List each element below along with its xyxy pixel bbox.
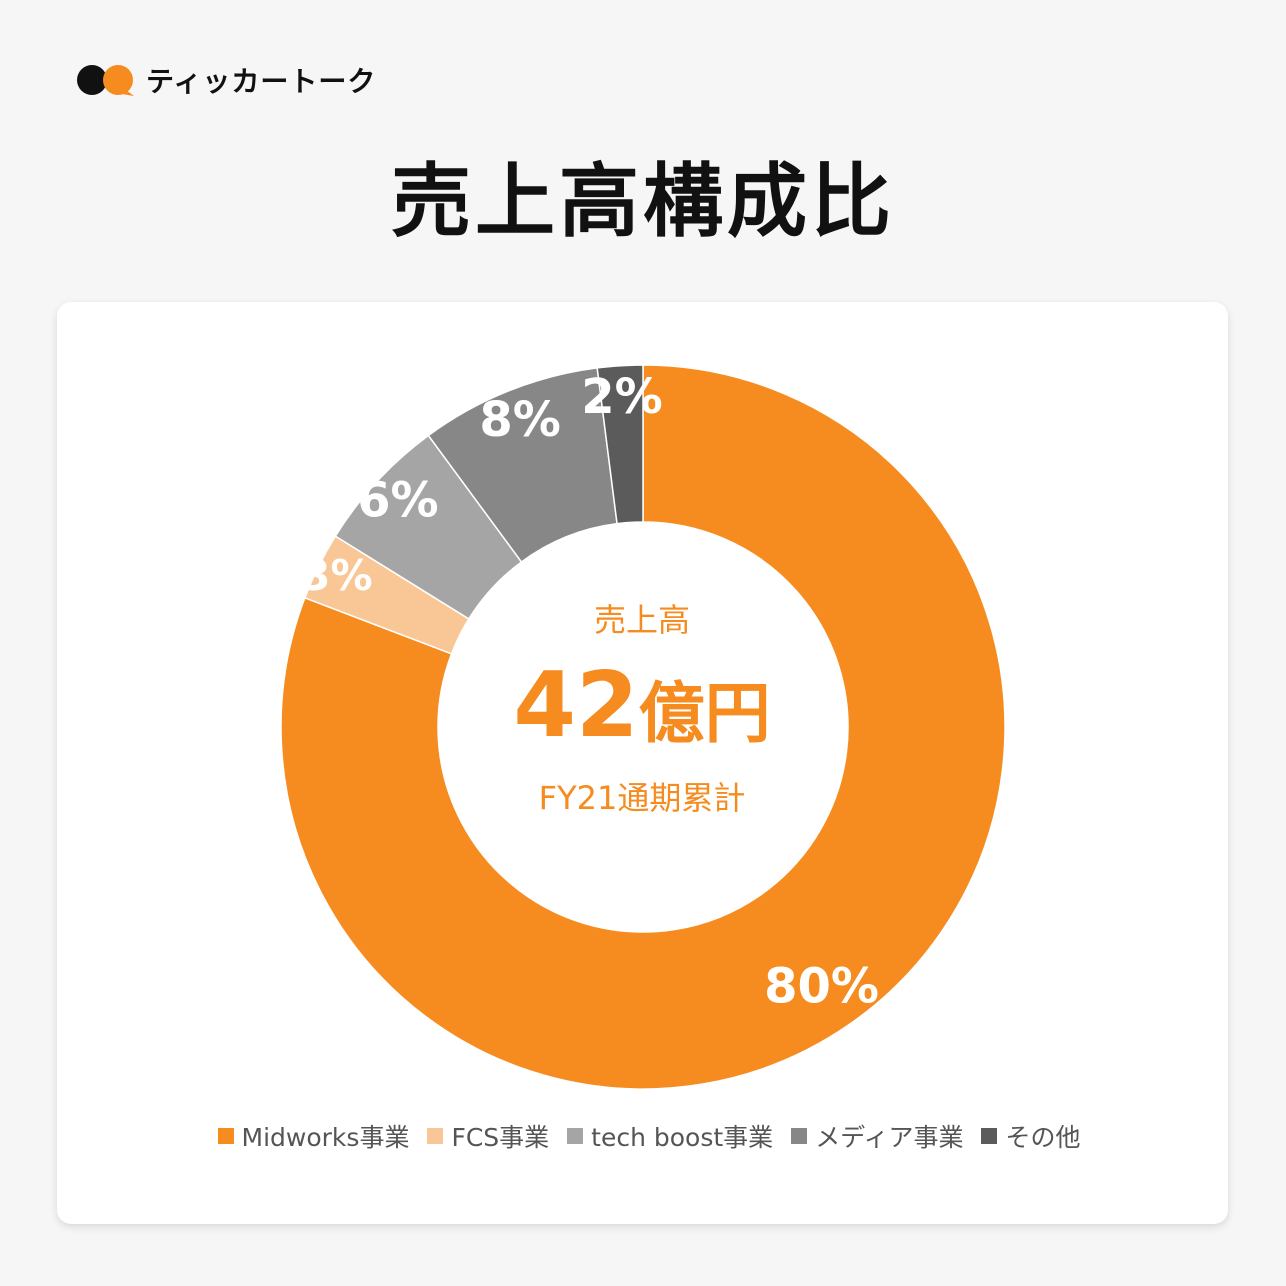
legend-label: tech boost事業 (591, 1123, 774, 1152)
donut-slice-labels: 80% 3% 6% 8% 2% (301, 369, 879, 1014)
center-value: 42億円 (462, 656, 822, 756)
slice-data-label-4: 8% (479, 392, 561, 448)
legend-label: FCS事業 (451, 1123, 550, 1152)
center-number: 42 (513, 653, 639, 758)
page-title: 売上高構成比 (391, 155, 895, 248)
logo-bubble-tail (122, 90, 134, 96)
center-unit: 億円 (638, 675, 771, 752)
legend-item-4: メディア事業 (791, 1118, 963, 1154)
legend-label: その他 (1005, 1123, 1081, 1152)
slice-data-label-5: 2% (581, 369, 663, 425)
brand-name: ティッカートーク (146, 65, 377, 98)
legend-swatch (427, 1128, 444, 1144)
slice-data-label-1: 80% (764, 958, 879, 1014)
legend-item-5: その他 (981, 1118, 1080, 1154)
slice-data-label-2: 3% (301, 551, 372, 600)
legend-swatch (791, 1128, 808, 1144)
legend-item-3: tech boost事業 (567, 1118, 773, 1154)
legend-swatch (567, 1128, 584, 1144)
brand-logo-icon (77, 65, 134, 96)
center-label: 売上高 (593, 601, 690, 639)
slice-data-label-3: 6% (357, 473, 439, 529)
brand-header: ティッカートーク (76, 60, 376, 100)
legend-item-2: FCS事業 (427, 1118, 549, 1154)
donut-slices (280, 364, 1006, 1090)
legend-item-1: Midworks事業 (217, 1118, 410, 1154)
legend-swatch (981, 1128, 998, 1144)
donut-slice-5 (596, 364, 644, 525)
logo-orange-bubble (103, 65, 133, 95)
donut-slice-1 (280, 364, 1006, 1090)
legend-label: Midworks事業 (241, 1123, 410, 1152)
donut-center: 売上高 42億円 FY21通期累計 (462, 600, 822, 818)
logo-dark-circle (77, 65, 107, 95)
center-subtitle: FY21通期累計 (538, 779, 746, 817)
legend-label: メディア事業 (815, 1123, 964, 1152)
legend-swatch (217, 1128, 234, 1144)
chart-legend: Midworks事業 FCS事業 tech boost事業 メディア事業 その他 (0, 1118, 1286, 1154)
